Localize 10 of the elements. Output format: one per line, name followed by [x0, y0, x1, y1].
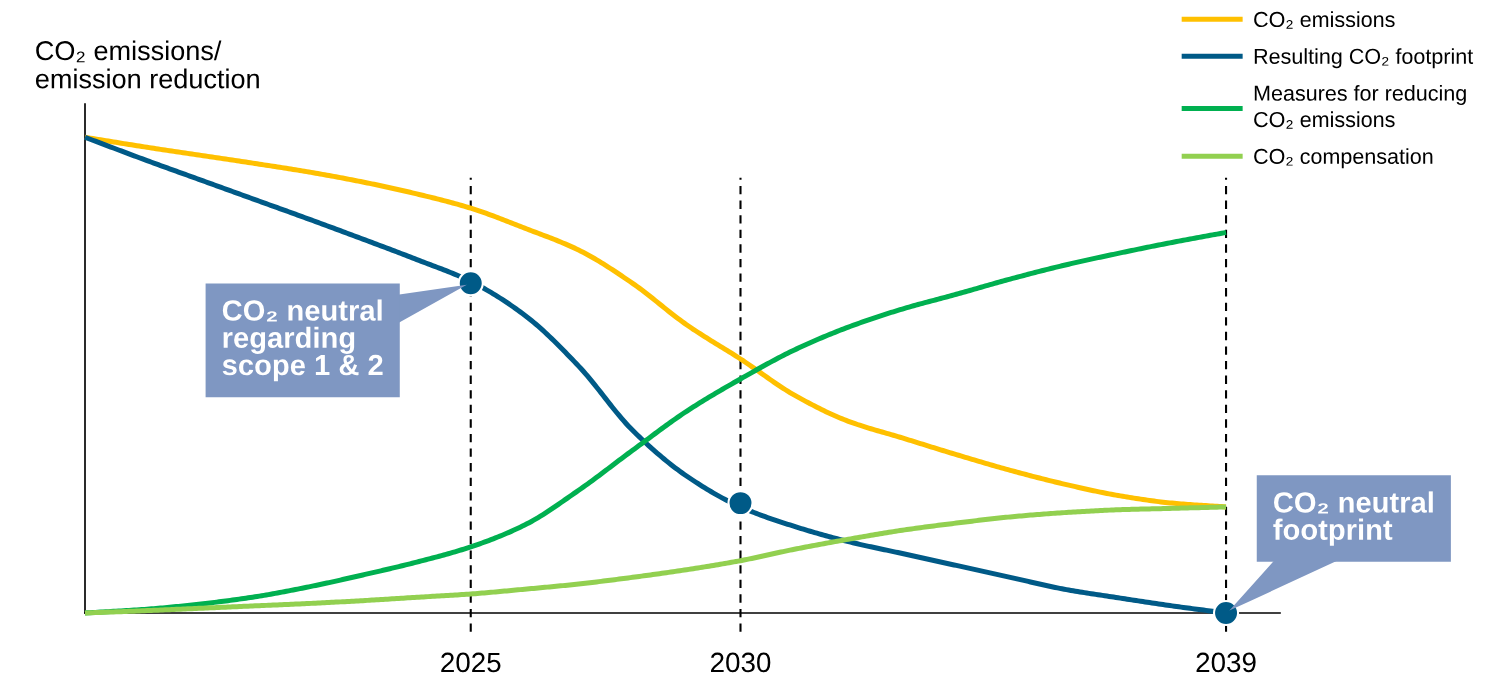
annotation: CO₂ neutral regarding scope 1 & 2	[222, 299, 383, 382]
x-tick-label: 2039	[1196, 652, 1256, 673]
annotation: CO₂ neutral footprint	[1273, 491, 1433, 546]
legend-label: Measures for reducing CO₂ emissions	[1254, 85, 1466, 129]
y-axis-title: CO₂ emissions/ emission reduction	[35, 40, 259, 89]
legend-label: CO₂ emissions	[1254, 11, 1395, 29]
x-tick-label: 2030	[711, 652, 771, 673]
x-tick-label: 2025	[441, 652, 501, 673]
legend-label: CO₂ compensation	[1254, 148, 1433, 169]
legend-label: Resulting CO₂ footprint	[1254, 48, 1474, 69]
